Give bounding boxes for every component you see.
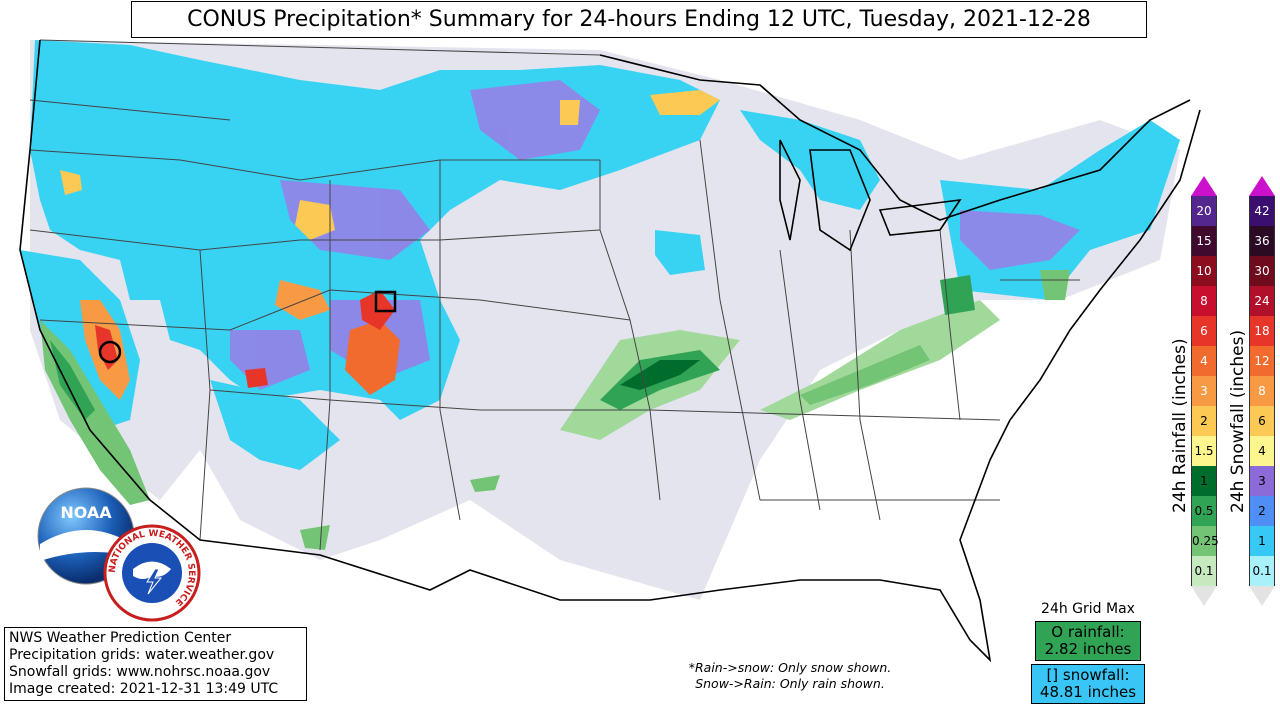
rainfall-level-4: 4: [1191, 346, 1217, 376]
nws-logo: NATIONAL WEATHER SERVICE: [103, 524, 201, 622]
rainfall-level-15: 15: [1191, 226, 1217, 256]
colorbar-top-arrow: [1191, 176, 1217, 196]
rainfall-colorbar: 20 15 10 8 6 4 3 2 1.5 1 0.5 0.25 0.1: [1191, 176, 1219, 606]
rainfall-colorbar-cells: 20 15 10 8 6 4 3 2 1.5 1 0.5 0.25 0.1: [1191, 196, 1219, 586]
snowfall-level-36: 36: [1249, 226, 1275, 256]
snowfall-level-8: 8: [1249, 376, 1275, 406]
state-boundaries: [29, 39, 1080, 551]
snowfall-scale-label: 24h Snowfall (inches): [1228, 329, 1248, 513]
snowfall-heavy-areas: [60, 90, 720, 395]
rainfall-level-1_5: 1.5: [1191, 436, 1217, 466]
credits-line: NWS Weather Prediction Center: [9, 630, 232, 646]
credits-line: Image created: 2021-12-31 13:49 UTC: [9, 681, 279, 697]
credits-box: NWS Weather Prediction Center Precipitat…: [4, 627, 307, 701]
snowfall-level-4: 4: [1249, 436, 1275, 466]
rainfall-areas: [40, 270, 1070, 550]
rainfall-level-10: 10: [1191, 256, 1217, 286]
rainfall-level-3: 3: [1191, 376, 1217, 406]
rainfall-scale-label: 24h Rainfall (inches): [1170, 338, 1190, 513]
snowfall-level-6: 6: [1249, 406, 1275, 436]
rainfall-level-6: 6: [1191, 316, 1217, 346]
grid-max-title: 24h Grid Max: [1041, 601, 1135, 617]
max-rainfall-label: O rainfall:: [1051, 623, 1125, 641]
snowfall-level-0_1: 0.1: [1249, 556, 1275, 586]
colorbar-bottom-arrow: [1191, 586, 1217, 606]
max-rainfall-value: 2.82 inches: [1044, 640, 1132, 658]
grid-max-panel: 24h Grid Max O rainfall: 2.82 inches [] …: [1030, 601, 1146, 707]
rainfall-level-20: 20: [1191, 196, 1217, 226]
rainfall-level-0_1: 0.1: [1191, 556, 1217, 586]
snowfall-level-18: 18: [1249, 316, 1275, 346]
rainfall-level-2: 2: [1191, 406, 1217, 436]
sierra-heavy-precip: [80, 300, 130, 400]
max-snowfall-marker: [374, 290, 397, 313]
snowfall-level-30: 30: [1249, 256, 1275, 286]
note-line: *Rain->snow: Only snow shown.: [688, 660, 892, 675]
coastline: [19, 39, 1201, 663]
credits-line: Precipitation grids: water.weather.gov: [9, 647, 275, 663]
max-rainfall-box: O rainfall: 2.82 inches: [1035, 621, 1141, 661]
snowfall-level-12: 12: [1249, 346, 1275, 376]
snowfall-colorbar: 42 36 30 24 18 12 8 6 4 3 2 1 0.1: [1249, 176, 1275, 606]
snowfall-level-42: 42: [1249, 196, 1275, 226]
rainfall-level-1: 1: [1191, 466, 1217, 496]
rainfall-level-0_5: 0.5: [1191, 496, 1217, 526]
snowfall-level-3: 3: [1249, 466, 1275, 496]
max-snowfall-box: [] snowfall: 48.81 inches: [1031, 664, 1145, 704]
max-snowfall-label: [] snowfall:: [1046, 666, 1130, 684]
rainfall-level-0_25: 0.25: [1191, 526, 1219, 556]
snowfall-level-2: 2: [1249, 496, 1275, 526]
note-line: Snow->Rain: Only rain shown.: [695, 676, 885, 691]
snowfall-level-24: 24: [1249, 286, 1275, 316]
credits-line: Snowfall grids: www.nohrsc.noaa.gov: [9, 664, 271, 680]
rainfall-level-8: 8: [1191, 286, 1217, 316]
rain-snow-note: *Rain->snow: Only snow shown. Snow->Rain…: [650, 660, 930, 692]
snowfall-colorbar-cells: 42 36 30 24 18 12 8 6 4 3 2 1 0.1: [1249, 196, 1275, 586]
snowfall-level-1: 1: [1249, 526, 1275, 556]
max-rainfall-marker: [98, 340, 122, 364]
map-title: CONUS Precipitation* Summary for 24-hour…: [131, 1, 1147, 38]
colorbar-top-arrow: [1249, 176, 1275, 196]
colorbar-bottom-arrow: [1249, 586, 1275, 606]
max-snowfall-value: 48.81 inches: [1039, 683, 1137, 701]
svg-text:NOAA: NOAA: [60, 503, 112, 522]
